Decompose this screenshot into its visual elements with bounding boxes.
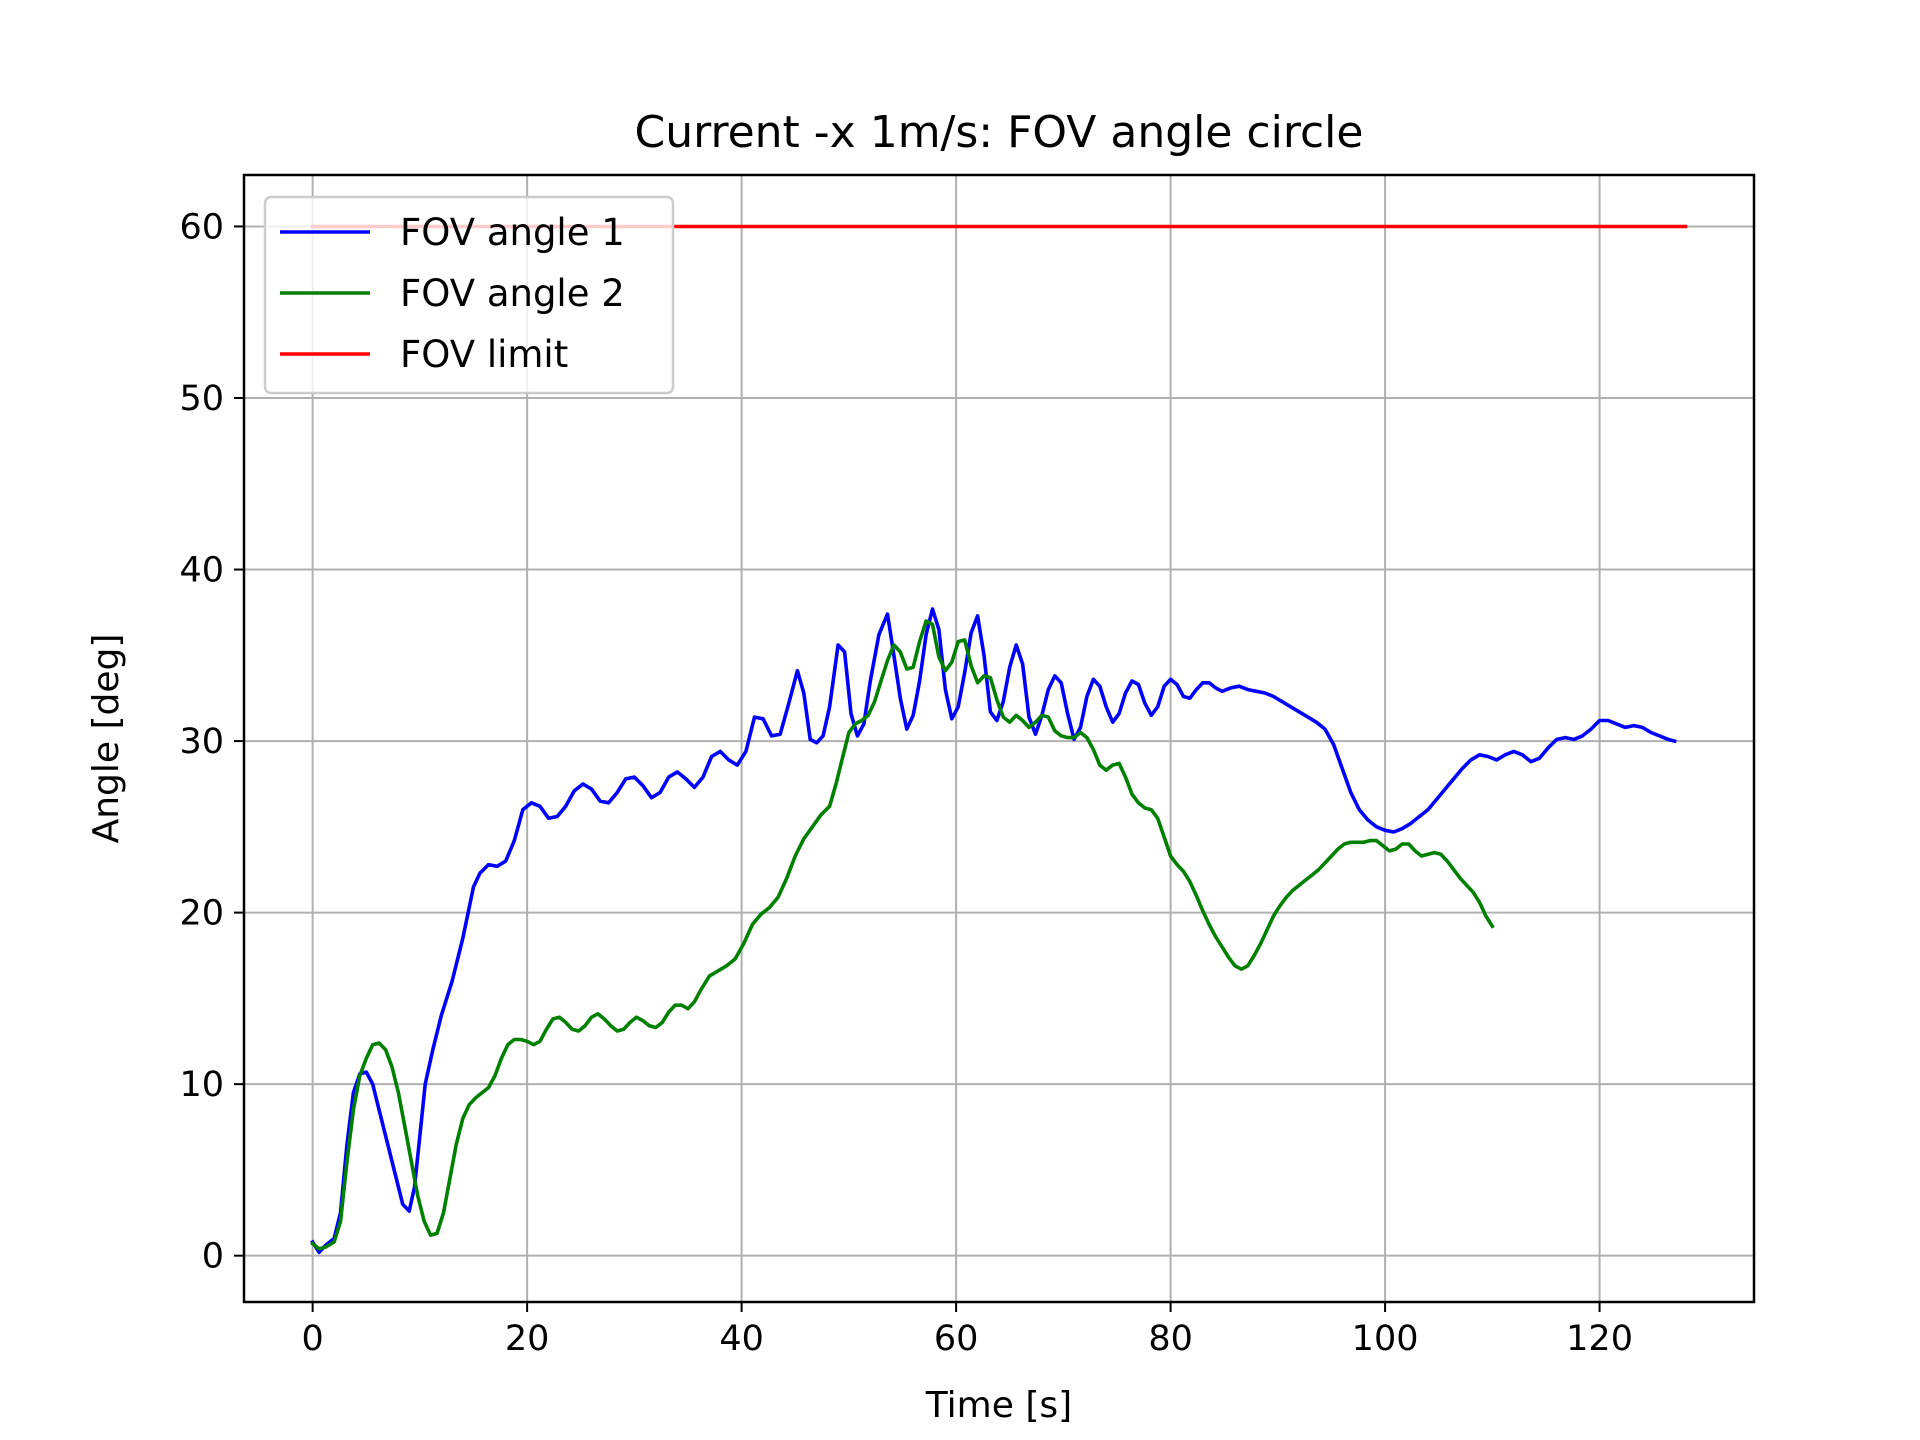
x-tick-label: 40 (719, 1319, 764, 1359)
legend-label-fov-angle-2: FOV angle 2 (400, 272, 625, 315)
y-tick-label: 0 (202, 1237, 224, 1277)
x-axis-label: Time [s] (925, 1385, 1072, 1426)
legend-box (263, 195, 675, 395)
x-tick-label: 0 (301, 1319, 323, 1359)
y-axis-label: Angle [deg] (86, 634, 127, 844)
y-tick-label: 30 (179, 722, 224, 762)
chart-title: Current -x 1m/s: FOV angle circle (635, 107, 1364, 158)
x-tick-label: 100 (1352, 1319, 1419, 1359)
y-tick-label: 40 (179, 551, 224, 591)
plot-frame (242, 173, 1756, 1304)
y-tick-label: 10 (179, 1065, 224, 1105)
x-tick-label: 120 (1566, 1319, 1633, 1359)
x-tick-label: 60 (934, 1319, 979, 1359)
legend-label-fov-angle-1: FOV angle 1 (400, 211, 625, 254)
x-tick-label: 20 (505, 1319, 550, 1359)
axis-ticks: 0 20 40 60 80 100 120 0 10 20 30 40 50 60 (179, 207, 1633, 1359)
y-tick-label: 50 (179, 379, 224, 419)
x-tick-label: 80 (1148, 1319, 1193, 1359)
y-tick-label: 20 (179, 894, 224, 934)
legend-label-fov-limit: FOV limit (400, 333, 568, 376)
y-tick-label: 60 (179, 207, 224, 247)
legend: FOV angle 1 FOV angle 2 FOV limit (263, 195, 675, 395)
series-line-fov-angle-2 (310, 619, 1495, 1251)
series-line-fov-angle-1 (310, 607, 1677, 1255)
